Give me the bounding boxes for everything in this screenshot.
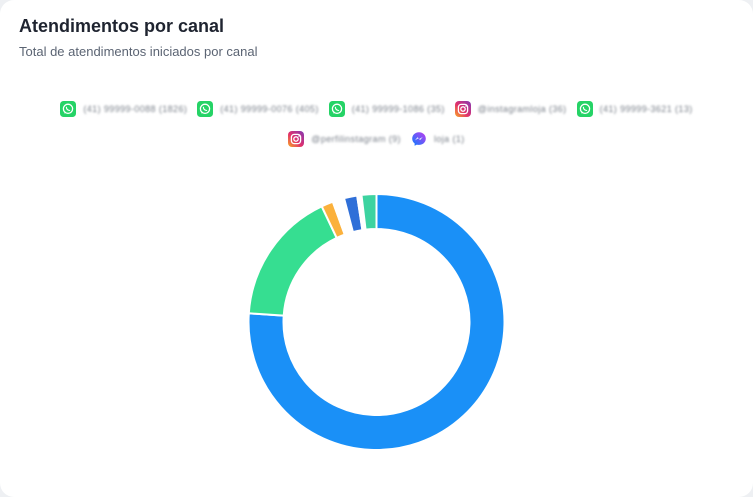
donut-slice[interactable] — [247, 192, 506, 451]
chart-legend: (41) 99999-0088 (1826) (41) 99999-0076 (4… — [20, 100, 733, 148]
legend-item[interactable]: @instagramloja (36) — [454, 100, 567, 118]
legend-label: @perfilinstagram (9) — [311, 134, 401, 144]
instagram-icon — [454, 101, 471, 117]
chart-title: Atendimentos por canal — [19, 16, 225, 36]
legend-item[interactable]: loja (1) — [411, 130, 465, 148]
donut-slice[interactable] — [247, 204, 339, 317]
legend-item[interactable]: (41) 99999-1086 (35) — [328, 100, 445, 118]
legend-item[interactable]: (41) 99999-3621 (13) — [576, 100, 693, 118]
legend-label: (41) 99999-3621 (13) — [599, 104, 693, 114]
legend-item[interactable]: (41) 99999-0076 (405) — [197, 100, 318, 118]
legend-item[interactable]: @perfilinstagram (9) — [288, 130, 401, 148]
instagram-icon — [288, 131, 305, 147]
legend-label: loja (1) — [433, 134, 465, 144]
whatsapp-icon — [197, 101, 214, 117]
legend-label: @instagramloja (36) — [477, 104, 567, 114]
whatsapp-icon — [576, 101, 593, 117]
legend-label: (41) 99999-1086 (35) — [351, 104, 445, 114]
legend-item[interactable]: (41) 99999-0088 (1826) — [60, 100, 187, 118]
messenger-icon — [411, 131, 427, 147]
donut-slice[interactable] — [360, 192, 378, 231]
chart-subtitle: Total de atendimentos iniciados por cana… — [19, 44, 258, 59]
legend-label: (41) 99999-0076 (405) — [220, 104, 319, 114]
legend-label: (41) 99999-0088 (1826) — [83, 104, 188, 114]
whatsapp-icon — [60, 101, 77, 117]
whatsapp-icon — [328, 101, 345, 117]
